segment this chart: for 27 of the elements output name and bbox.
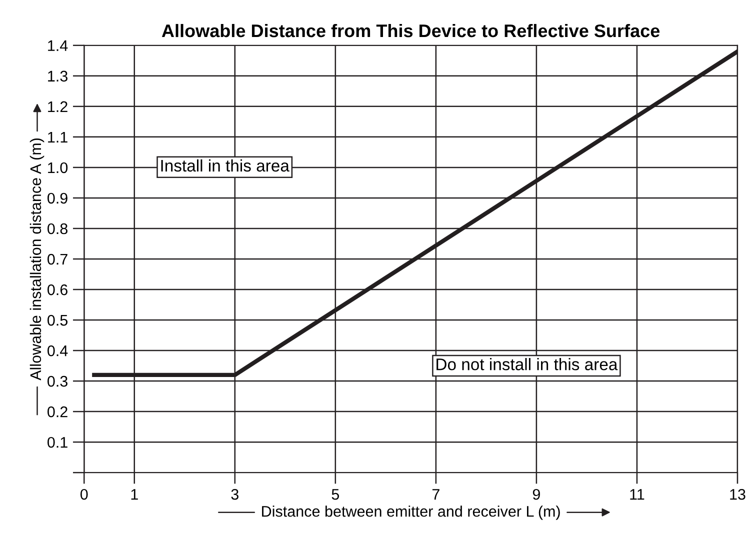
y-tick-label: 0.6 (48, 284, 68, 296)
y-tick-label: 0.8 (48, 223, 68, 234)
chart-title: Allowable Distance from This Device to Reflective Surface (162, 24, 660, 38)
x-axis-title: Distance between emitter and receiver L (m) (262, 506, 560, 520)
x-tick-label: 3 (231, 488, 238, 500)
x-tick-label: 1 (131, 489, 138, 500)
y-tick-label: 0.5 (48, 314, 68, 326)
y-tick-label: 0.4 (48, 345, 68, 356)
x-tick-label: 13 (730, 488, 746, 500)
annotation: Do not install in this area (436, 358, 618, 370)
y-tick-label: 0.9 (48, 192, 68, 204)
y-tick-label: 1.2 (48, 101, 68, 112)
y-axis-title: Allowable installation distance A (m) (30, 138, 44, 380)
x-tick-label: 0 (80, 488, 88, 500)
y-tick-label: 0.3 (48, 376, 68, 387)
x-tick-label: 11 (630, 489, 644, 500)
y-tick-label: 1.1 (48, 132, 68, 142)
x-tick-label: 7 (432, 489, 440, 500)
y-tick-label: 0.1 (48, 436, 68, 448)
annotation: Install in this area (161, 159, 290, 172)
y-tick-label: 1.4 (48, 40, 68, 51)
x-tick-label: 5 (332, 489, 340, 500)
y-tick-label: 1.3 (48, 70, 68, 82)
x-tick-label: 9 (532, 488, 540, 500)
y-tick-label: 1.0 (48, 162, 68, 174)
y-tick-label: 0.7 (48, 254, 68, 265)
y-tick-label: 0.2 (48, 406, 68, 418)
